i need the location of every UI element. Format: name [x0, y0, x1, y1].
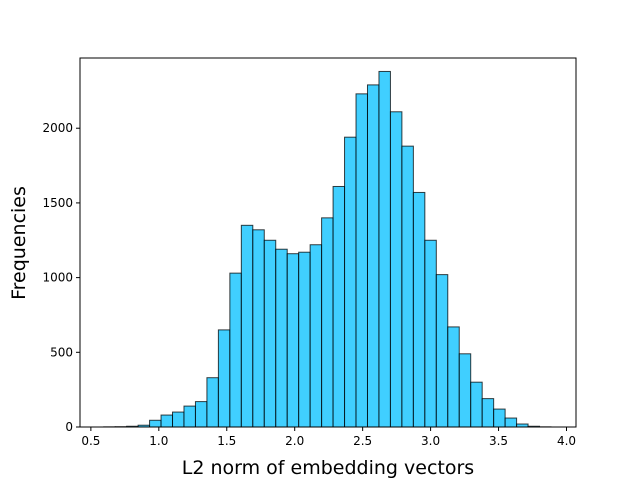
y-tick-label: 1000	[42, 271, 73, 285]
histogram-bar	[344, 136, 357, 428]
y-tick-label: 2000	[42, 121, 73, 135]
x-tick-label: 2.5	[353, 434, 372, 448]
x-tick-label: 2.0	[285, 434, 304, 448]
histogram-bar	[194, 401, 208, 428]
histogram-bar	[321, 217, 334, 428]
x-tick-label: 4.0	[557, 434, 576, 448]
histogram-bar	[401, 145, 414, 428]
histogram-bar	[286, 253, 300, 428]
histogram-bar	[366, 84, 380, 428]
y-tick-label: 0	[65, 420, 73, 434]
histogram-bar	[252, 229, 265, 428]
y-axis-title: Frequencies	[8, 186, 30, 300]
histogram-bar	[160, 414, 174, 428]
x-tick-label: 3.5	[489, 434, 508, 448]
histogram-bar	[298, 251, 311, 428]
histogram-bar	[458, 353, 472, 428]
histogram-bar	[275, 248, 288, 428]
histogram-bar	[240, 224, 254, 428]
histogram-bar	[378, 70, 391, 428]
histogram-bar	[493, 408, 506, 428]
histogram-bar	[435, 274, 449, 428]
histogram-bar	[470, 381, 483, 428]
histogram-bar	[447, 326, 460, 428]
histogram-bar	[424, 239, 437, 428]
x-axis: 0.5 1.0 1.5 2.0 2.5 3.0 3.5 4.0	[81, 427, 576, 448]
histogram-bar	[332, 185, 346, 428]
y-tick-label: 1500	[42, 196, 73, 210]
histogram-bar	[481, 398, 495, 428]
histogram-bar	[183, 405, 196, 428]
plot-frame	[79, 57, 577, 428]
histogram-bar	[229, 272, 242, 428]
y-axis: 0 500 1000 1500 2000	[42, 121, 80, 434]
histogram-bar	[389, 111, 403, 428]
histogram-bar	[412, 191, 426, 428]
histogram-bar	[217, 329, 231, 428]
histogram-bar	[309, 244, 323, 428]
histogram-bar	[149, 419, 162, 428]
histogram-bar	[504, 417, 518, 428]
bars-group	[103, 70, 552, 428]
x-tick-label: 0.5	[81, 434, 100, 448]
x-tick-label: 1.0	[149, 434, 168, 448]
y-tick-label: 500	[50, 345, 73, 359]
x-tick-label: 3.0	[421, 434, 440, 448]
x-axis-title: L2 norm of embedding vectors	[182, 457, 474, 479]
histogram-bar	[206, 377, 219, 428]
histogram-bar	[172, 411, 185, 428]
x-tick-label: 1.5	[217, 434, 236, 448]
histogram-bar	[263, 239, 277, 428]
histogram-bar	[355, 93, 368, 428]
